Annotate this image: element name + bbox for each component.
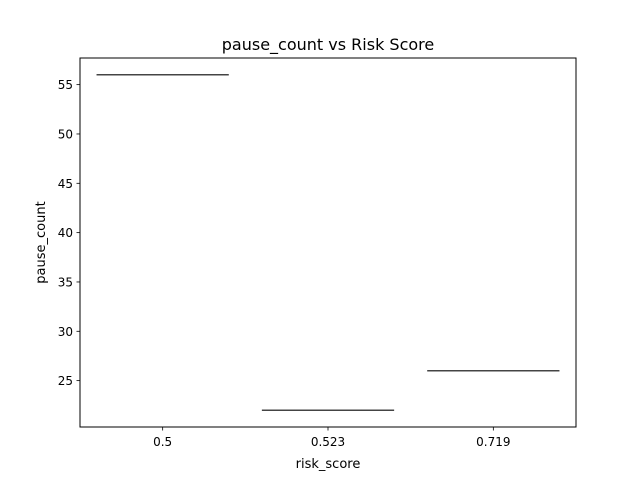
y-tick-label: 45 bbox=[58, 177, 73, 191]
x-axis-label: risk_score bbox=[296, 457, 361, 472]
y-tick-label: 30 bbox=[58, 325, 73, 339]
y-tick-label: 40 bbox=[58, 226, 73, 240]
chart-title: pause_count vs Risk Score bbox=[222, 35, 434, 55]
x-axis: 0.5 0.523 0.719 bbox=[153, 427, 511, 449]
x-tick-label: 0.719 bbox=[476, 435, 510, 449]
y-tick-label: 50 bbox=[58, 127, 73, 141]
box-series bbox=[96, 74, 560, 411]
y-tick-label: 55 bbox=[58, 78, 73, 92]
y-axis: 25 30 35 40 45 50 55 bbox=[58, 78, 80, 388]
y-tick-label: 25 bbox=[58, 374, 73, 388]
y-axis-label: pause_count bbox=[34, 201, 49, 283]
plot-frame bbox=[79, 57, 577, 428]
x-tick-label: 0.523 bbox=[311, 435, 345, 449]
x-tick-label: 0.5 bbox=[153, 435, 172, 449]
y-tick-label: 35 bbox=[58, 275, 73, 289]
